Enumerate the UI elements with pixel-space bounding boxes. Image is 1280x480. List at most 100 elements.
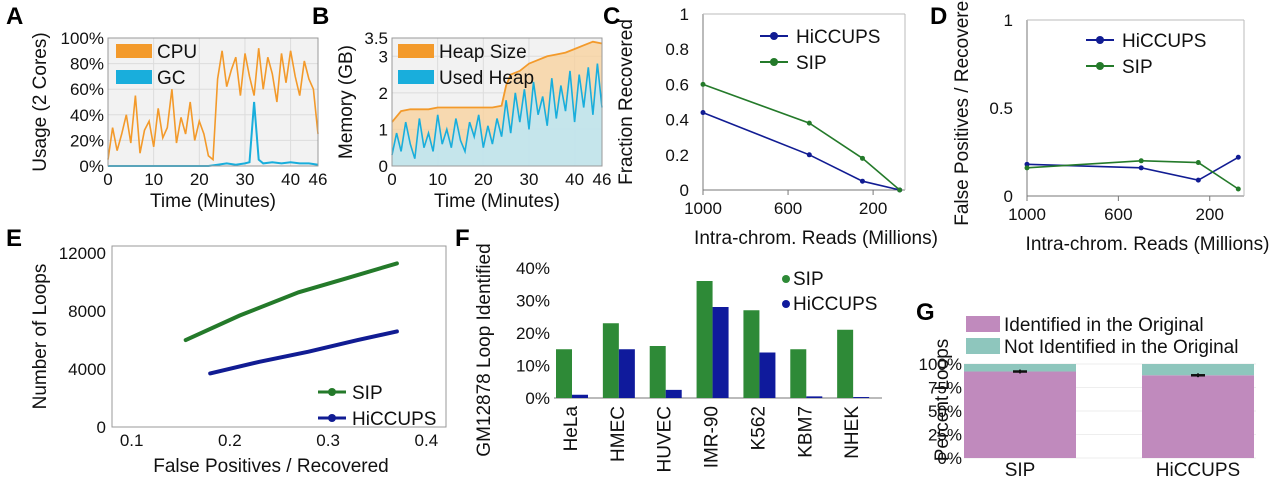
y-tick-label: 1 <box>1004 11 1013 30</box>
y-axis-label: Number of Loops <box>30 264 51 410</box>
legend-label-hiccups: HiCCUPS <box>793 294 877 315</box>
y-tick-label: 0.6 <box>665 75 689 94</box>
data-point-sip <box>859 155 865 161</box>
y-tick-label: 40% <box>70 106 104 125</box>
y-tick-label: 10% <box>516 357 550 376</box>
x-tick-label: 20 <box>474 170 493 189</box>
legend-label-not-identified: Not Identified in the Original <box>1004 337 1238 358</box>
y-tick-label: 4000 <box>68 360 106 379</box>
y-tick-label: 3 <box>379 47 388 66</box>
x-tick-label: 200 <box>1196 205 1224 224</box>
category-label: KBM7 <box>795 406 816 458</box>
data-point-hiccups <box>700 110 706 116</box>
chart-b-memory: 0 1 2 33.5 0 10 20 30 40 46 Heap Size Used Heap Time… <box>336 29 611 212</box>
legend-label-gc: GC <box>157 68 186 89</box>
data-point-sip <box>700 81 706 87</box>
legend-marker-sip <box>1096 62 1104 70</box>
y-tick-label: 80% <box>70 55 104 74</box>
bar-hiccups-imr-90 <box>712 307 729 398</box>
y-axis-label: Fraction Recovered <box>616 19 637 185</box>
data-point-sip <box>1195 160 1201 166</box>
x-tick-label: 10 <box>144 170 163 189</box>
bar-identified-hiccups <box>1142 375 1254 458</box>
y-tick-label: 0 <box>1004 187 1013 206</box>
legend-swatch-used-heap <box>398 70 434 84</box>
category-label: HiCCUPS <box>1156 460 1240 480</box>
x-tick-label: 0 <box>387 170 396 189</box>
x-tick-label: 600 <box>774 199 802 218</box>
series-line-hiccups <box>702 111 900 191</box>
x-tick-label: 0 <box>103 170 112 189</box>
x-tick-label: 1000 <box>684 199 722 218</box>
legend-swatch-heap-size <box>398 44 434 58</box>
x-tick-label: 600 <box>1104 205 1132 224</box>
series-line-sip <box>183 261 399 343</box>
category-label: HUVEC <box>655 406 676 473</box>
legend-marker-hiccups <box>328 414 336 422</box>
y-tick-label: 40% <box>516 259 550 278</box>
x-axis-label: Time (Minutes) <box>150 191 276 212</box>
x-axis-label: Intra-chrom. Reads (Millions) <box>694 228 938 249</box>
bar-hiccups-huvec <box>665 389 682 398</box>
bar-sip-huvec <box>649 346 666 398</box>
data-point-hiccups <box>806 152 812 158</box>
x-tick-label: 0.3 <box>316 431 340 450</box>
x-tick-label: 1000 <box>1008 205 1046 224</box>
legend-label-identified: Identified in the Original <box>1004 315 1204 336</box>
y-tick-label: 30% <box>516 292 550 311</box>
bar-sip-kbm7 <box>790 349 807 398</box>
series-line-hiccups <box>208 329 399 376</box>
x-axis-label: Time (Minutes) <box>434 191 560 212</box>
series-line-hiccups <box>1026 156 1239 182</box>
y-tick-label: 100% <box>919 355 962 374</box>
legend-marker-sip <box>770 58 778 66</box>
legend-label-hiccups: HiCCUPS <box>796 27 880 48</box>
y-tick-label: 0.8 <box>665 40 689 59</box>
legend-swatch-gc <box>116 70 152 84</box>
bar-sip-imr-90 <box>696 281 713 398</box>
plot-frame <box>391 37 603 167</box>
bar-not-identified-sip <box>964 364 1076 372</box>
panel-letter-b: B <box>312 3 329 30</box>
x-tick-label: 200 <box>859 199 887 218</box>
series-line-sip <box>1026 159 1239 190</box>
chart-f-loops-identified: 0% 10% 20% 30% 40% HeLa HMEC HUVEC IMR-90 K562 KBM… <box>474 243 882 473</box>
cpu-series-line <box>107 48 319 162</box>
y-tick-label: 3.5 <box>364 29 388 48</box>
data-point-sip <box>806 120 812 126</box>
y-tick-label: 1 <box>379 120 388 139</box>
y-tick-label: 20% <box>516 324 550 343</box>
y-tick-label: 0% <box>525 389 550 408</box>
used-heap-line <box>391 63 603 159</box>
chart-a-cpu-usage: 0% 20% 40% 60% 80% 100% 0 10 20 30 40 46 CPU GC Time (… <box>30 29 327 212</box>
x-tick-label: 40 <box>281 170 300 189</box>
y-tick-label: 2 <box>379 84 388 103</box>
bar-sip-k562 <box>743 310 760 398</box>
bar-hiccups-nhek <box>853 397 870 398</box>
data-point-hiccups <box>1235 154 1241 160</box>
x-tick-label: 40 <box>565 170 584 189</box>
y-axis-label: Usage (2 Cores) <box>30 32 51 171</box>
data-point-hiccups <box>1195 177 1201 183</box>
legend-label-heap-size: Heap Size <box>439 42 527 63</box>
used-heap-area <box>392 63 602 166</box>
y-tick-label: 0% <box>937 449 962 468</box>
data-point-hiccups <box>1024 161 1030 167</box>
legend-label-used-heap: Used Heap <box>439 68 534 89</box>
panel-letter-f: F <box>455 225 470 252</box>
series-line-sip <box>702 83 901 191</box>
legend-swatch-identified <box>966 316 1000 332</box>
chart-c-fraction-recovered: 0 0.2 0.4 0.6 0.8 1 1000 600 200 HiCCUPS SIP Intra-… <box>616 5 938 249</box>
y-tick-label: 0.2 <box>665 146 689 165</box>
plot-frame <box>107 37 319 167</box>
chart-e-number-of-loops: 0 4000 8000 12000 0.1 0.2 0.3 0.4 SIP HiCCUPS Fals… <box>30 244 447 477</box>
data-point-sip <box>1235 186 1241 192</box>
legend-marker-hiccups <box>782 300 790 308</box>
y-tick-label: 12000 <box>59 244 106 263</box>
data-point-hiccups <box>859 178 865 184</box>
y-tick-label: 100% <box>61 29 104 48</box>
legend-swatch-cpu <box>116 44 152 58</box>
y-tick-label: 0 <box>97 418 106 437</box>
legend-marker-hiccups <box>1096 36 1104 44</box>
